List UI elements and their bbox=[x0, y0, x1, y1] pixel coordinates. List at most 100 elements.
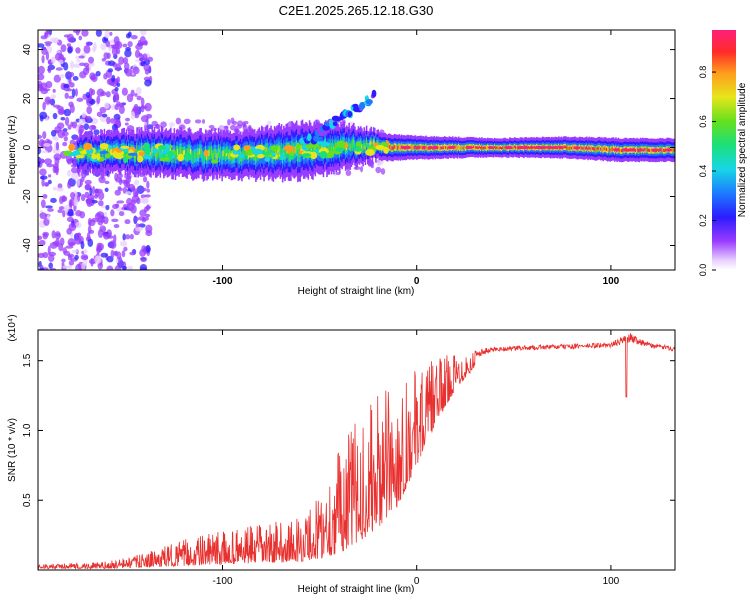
band-cell bbox=[481, 145, 483, 149]
noise-speckle bbox=[38, 43, 45, 48]
noise-speckle bbox=[125, 234, 131, 240]
band-cell bbox=[223, 150, 226, 157]
noise-speckle bbox=[57, 108, 65, 116]
band-cell bbox=[584, 146, 587, 150]
noise-speckle bbox=[67, 181, 72, 189]
noise-speckle bbox=[118, 177, 123, 186]
band-blob bbox=[159, 156, 170, 162]
noise-speckle bbox=[122, 204, 128, 209]
x-tick-label: -100 bbox=[212, 276, 232, 287]
colorbar-label: Normalized spectral amplitude bbox=[737, 82, 748, 217]
noise-speckle bbox=[123, 62, 130, 71]
noise-speckle bbox=[52, 165, 57, 174]
noise-speckle bbox=[369, 161, 374, 165]
y-tick-label: 20 bbox=[22, 93, 33, 105]
snr-ylabel: SNR (10 * v/v) bbox=[7, 418, 18, 482]
band-cell bbox=[194, 152, 197, 159]
noise-speckle bbox=[96, 95, 101, 105]
noise-speckle bbox=[80, 194, 86, 202]
band-peak bbox=[637, 148, 644, 152]
band-cell bbox=[203, 154, 206, 161]
drift-branch-cell bbox=[347, 111, 353, 118]
band-cell bbox=[221, 154, 223, 162]
noise-speckle bbox=[84, 179, 92, 185]
band-blob bbox=[232, 150, 240, 155]
noise-speckle bbox=[60, 117, 66, 121]
band-cell bbox=[285, 147, 287, 155]
noise-speckle bbox=[67, 265, 73, 270]
noise-speckle bbox=[89, 187, 93, 196]
noise-speckle bbox=[144, 79, 152, 87]
band-cell bbox=[439, 146, 441, 150]
band-peak bbox=[553, 146, 558, 150]
band-cell bbox=[480, 146, 482, 150]
drift-branch-cell bbox=[333, 116, 342, 122]
band-cell bbox=[369, 142, 371, 147]
y-tick-label: -40 bbox=[22, 238, 33, 253]
band-blob bbox=[203, 149, 209, 157]
noise-speckle bbox=[101, 113, 108, 118]
band-cell bbox=[137, 152, 139, 159]
band-cell bbox=[594, 147, 596, 151]
band-cell bbox=[672, 148, 674, 153]
noise-speckle bbox=[68, 199, 73, 208]
band-cell bbox=[474, 146, 476, 150]
noise-speckle bbox=[113, 36, 120, 45]
band-cell bbox=[568, 146, 571, 150]
noise-speckle bbox=[42, 101, 46, 111]
band-blob bbox=[108, 145, 113, 149]
noise-speckle bbox=[45, 205, 53, 209]
noise-speckle bbox=[145, 244, 151, 254]
noise-speckle bbox=[90, 199, 98, 204]
band-cell bbox=[179, 147, 181, 154]
band-peak bbox=[546, 146, 554, 150]
noise-speckle bbox=[55, 67, 63, 71]
noise-speckle bbox=[78, 118, 86, 126]
noise-speckle bbox=[118, 102, 125, 108]
drift-branch-cell bbox=[307, 133, 312, 142]
noise-speckle bbox=[42, 194, 48, 199]
band-cell bbox=[140, 146, 143, 153]
noise-speckle bbox=[110, 209, 115, 217]
band-peak bbox=[665, 148, 673, 152]
noise-speckle bbox=[155, 123, 160, 130]
band-blob bbox=[243, 145, 251, 151]
noise-speckle bbox=[229, 124, 237, 131]
noise-speckle bbox=[90, 88, 96, 96]
band-cell bbox=[495, 146, 497, 150]
noise-speckle bbox=[135, 43, 143, 51]
noise-speckle bbox=[49, 98, 56, 106]
noise-speckle bbox=[38, 73, 45, 81]
noise-speckle bbox=[68, 78, 72, 85]
snr-axes: -100 0 100 0.5 1.0 1.5 bbox=[22, 330, 675, 587]
noise-speckle bbox=[41, 47, 48, 55]
noise-speckle bbox=[136, 95, 142, 101]
band-peak bbox=[432, 146, 439, 150]
noise-speckle bbox=[38, 267, 45, 270]
noise-speckle bbox=[130, 111, 136, 120]
noise-speckle bbox=[64, 116, 70, 126]
colorbar-tick-label: 0.8 bbox=[698, 66, 708, 79]
noise-speckle bbox=[46, 46, 53, 54]
noise-speckle bbox=[85, 91, 91, 98]
noise-speckle bbox=[46, 214, 51, 221]
band-cell bbox=[497, 146, 500, 150]
band-cell bbox=[569, 146, 572, 150]
noise-speckle bbox=[38, 252, 45, 258]
noise-speckle bbox=[59, 237, 65, 246]
noise-speckle bbox=[123, 246, 128, 252]
band-blob bbox=[288, 154, 295, 160]
band-blob bbox=[305, 144, 312, 149]
band-cell bbox=[101, 147, 103, 153]
noise-speckle bbox=[124, 49, 132, 58]
band-cell bbox=[588, 146, 590, 150]
noise-speckle bbox=[113, 93, 120, 103]
band-cell bbox=[389, 145, 391, 149]
noise-speckle bbox=[70, 167, 78, 174]
band-cell bbox=[597, 146, 600, 150]
noise-speckle bbox=[44, 96, 52, 105]
noise-speckle bbox=[103, 216, 109, 225]
snr-frame bbox=[37, 329, 676, 571]
noise-speckle bbox=[375, 166, 382, 174]
